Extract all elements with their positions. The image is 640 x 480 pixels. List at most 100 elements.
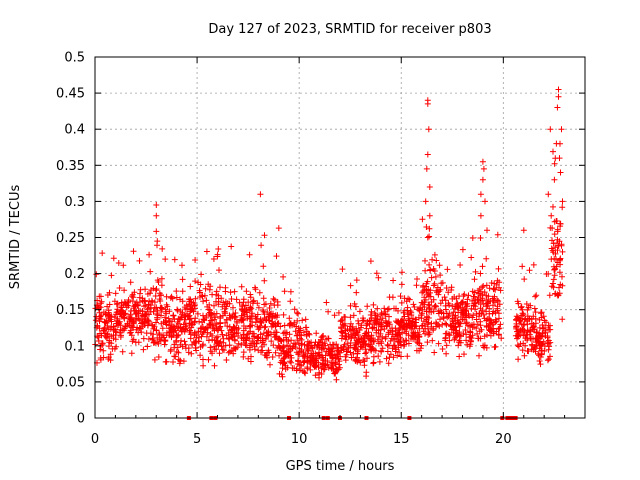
- x-axis-title: GPS time / hours: [286, 459, 395, 474]
- data-point: [101, 327, 108, 334]
- data-point: [461, 291, 468, 298]
- data-point: [337, 349, 344, 356]
- data-point: [206, 301, 213, 308]
- data-point: [496, 279, 503, 286]
- data-point: [249, 300, 256, 307]
- data-point: [153, 327, 160, 334]
- data-point: [295, 357, 301, 364]
- data-point: [261, 301, 268, 308]
- data-point: [516, 328, 523, 335]
- data-point: [163, 358, 170, 365]
- data-point: [256, 289, 263, 296]
- data-point: [228, 347, 235, 354]
- data-point: [132, 302, 139, 309]
- data-point: [544, 357, 551, 364]
- data-point: [395, 307, 401, 314]
- data-point: [312, 372, 319, 379]
- data-point: [477, 270, 484, 277]
- data-point: [523, 331, 530, 338]
- data-point: [239, 306, 245, 313]
- data-point: [494, 307, 501, 314]
- data-point: [453, 327, 460, 334]
- data-point: [100, 354, 107, 361]
- data-point: [161, 337, 168, 344]
- data-point: [160, 332, 167, 339]
- data-point: [367, 346, 374, 353]
- data-point: [306, 357, 313, 364]
- data-point: [343, 348, 350, 355]
- data-point: [350, 312, 357, 319]
- data-point: [437, 316, 443, 323]
- data-point: [262, 323, 269, 330]
- data-point: [442, 297, 449, 304]
- data-point: [329, 341, 336, 348]
- data-point: [105, 315, 112, 322]
- data-point-spike: [426, 184, 433, 190]
- y-tick-label: 0.3: [64, 195, 85, 210]
- data-point: [396, 349, 403, 356]
- data-point: [260, 330, 267, 337]
- data-point: [287, 298, 294, 305]
- data-point: [287, 343, 294, 350]
- data-point: [261, 341, 268, 348]
- data-point: [541, 317, 548, 324]
- data-point: [347, 320, 354, 327]
- data-point: [549, 237, 555, 244]
- data-point: [399, 329, 406, 336]
- data-point: [150, 325, 157, 332]
- data-point: [390, 354, 397, 361]
- data-point: [223, 357, 230, 363]
- data-point: [432, 273, 439, 280]
- data-point: [175, 315, 182, 322]
- data-point: [530, 261, 537, 268]
- data-point: [351, 334, 358, 341]
- data-point: [370, 359, 377, 366]
- data-point: [351, 300, 358, 307]
- data-point: [400, 309, 407, 316]
- data-point: [114, 306, 121, 313]
- data-point: [235, 340, 242, 347]
- data-point: [160, 319, 167, 325]
- data-point: [191, 329, 198, 336]
- data-point: [345, 344, 352, 351]
- data-point-spike: [153, 202, 160, 208]
- data-point-spike: [484, 227, 490, 234]
- data-point-spike: [479, 176, 486, 183]
- data-point: [98, 332, 105, 339]
- data-point: [357, 343, 364, 350]
- y-tick-label: 0.15: [56, 303, 85, 318]
- data-point: [217, 315, 224, 322]
- data-point: [429, 337, 436, 344]
- data-point: [216, 350, 223, 357]
- data-point: [260, 317, 267, 324]
- data-point: [240, 331, 247, 338]
- data-point: [159, 305, 166, 312]
- data-point: [270, 342, 277, 349]
- data-point: [538, 309, 545, 316]
- data-point: [410, 301, 417, 308]
- data-point: [156, 290, 163, 297]
- data-point: [287, 358, 294, 365]
- y-tick-label: 0.05: [56, 375, 85, 390]
- data-point: [550, 284, 557, 291]
- data-point: [226, 312, 233, 319]
- data-point-spike: [551, 176, 558, 183]
- data-point: [185, 345, 192, 352]
- data-point: [246, 251, 253, 258]
- data-point: [322, 352, 329, 359]
- data-point: [116, 329, 123, 336]
- data-point: [167, 348, 174, 355]
- data-point: [312, 357, 319, 364]
- data-point: [537, 361, 544, 368]
- data-point: [378, 347, 385, 354]
- data-point: [146, 298, 153, 305]
- data-point: [410, 330, 417, 337]
- data-point: [514, 342, 521, 349]
- data-point: [269, 314, 276, 320]
- data-point: [542, 329, 549, 336]
- data-point: [546, 326, 552, 333]
- data-point: [526, 267, 533, 274]
- data-point: [378, 340, 385, 347]
- data-point: [518, 303, 525, 310]
- data-point: [464, 296, 471, 303]
